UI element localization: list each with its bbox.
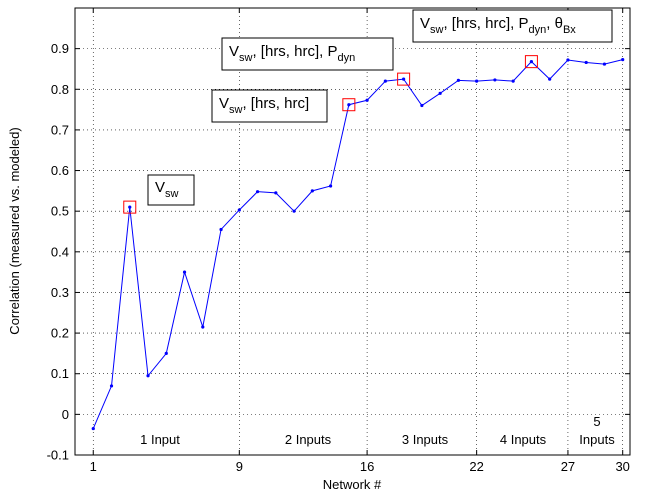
annotation-subscript: sw — [229, 104, 243, 116]
data-point — [529, 60, 534, 64]
highlight-box — [123, 200, 137, 214]
section-label: 5 — [593, 414, 600, 429]
data-point — [274, 191, 278, 195]
data-point — [255, 190, 260, 194]
highlight-box — [397, 72, 411, 86]
annotation-subscript: dyn — [338, 52, 356, 64]
annotation-subscript: sw — [430, 24, 444, 36]
data-point — [292, 209, 296, 213]
data-point — [201, 325, 205, 329]
x-tick-label: 22 — [469, 459, 483, 474]
y-tick-label: 0 — [62, 407, 69, 422]
data-point — [128, 205, 132, 209]
data-point — [475, 79, 479, 83]
data-point — [219, 227, 223, 232]
data-point — [420, 103, 424, 108]
y-tick-label: 0.3 — [51, 285, 69, 300]
highlight-box — [524, 55, 538, 69]
data-point — [237, 208, 241, 212]
data-point — [91, 426, 95, 431]
data-point — [383, 79, 387, 83]
data-point — [347, 103, 351, 107]
y-tick-label: 0.4 — [51, 244, 69, 259]
annotation: Vsw, [hrs, hrc], Pdyn — [229, 43, 355, 64]
y-tick-label: -0.1 — [47, 448, 69, 463]
y-tick-label: 0.7 — [51, 122, 69, 137]
y-tick-label: 0.1 — [51, 366, 69, 381]
annotation-box — [221, 37, 394, 71]
section-label: 1 Input — [140, 432, 180, 447]
data-point — [109, 384, 114, 388]
section-label: 2 Inputs — [285, 432, 332, 447]
annotation-subscript: sw — [239, 52, 253, 64]
data-point — [456, 78, 460, 82]
x-tick-label: 30 — [615, 459, 629, 474]
data-point — [146, 374, 150, 378]
x-axis-label: Network # — [323, 477, 382, 492]
x-tick-label: 27 — [561, 459, 575, 474]
data-point — [566, 58, 570, 62]
annotation-box — [147, 174, 195, 206]
annotation-text: , [hrs, hrc], P — [252, 43, 337, 60]
highlight-box — [342, 98, 356, 112]
annotation: Vsw, [hrs, hrc] — [219, 95, 309, 116]
annotation-subscript: Bx — [563, 24, 576, 36]
annotation-text: V — [219, 95, 229, 112]
annotation-text: , [hrs, hrc] — [242, 95, 309, 112]
data-point — [584, 60, 588, 65]
annotation-subscript: dyn — [529, 24, 547, 36]
annotation: Vsw — [155, 179, 179, 200]
x-tick-label: 9 — [236, 459, 243, 474]
annotation-text: V — [155, 179, 165, 196]
data-point — [602, 62, 607, 66]
data-point — [402, 77, 406, 81]
data-point — [511, 79, 515, 83]
y-tick-label: 0.5 — [51, 204, 69, 219]
annotation-box — [211, 89, 328, 123]
x-tick-label: 16 — [360, 459, 374, 474]
plot-frame — [74, 7, 631, 456]
section-label: Inputs — [579, 432, 615, 447]
annotation: Vsw, [hrs, hrc], Pdyn, θBx — [420, 15, 576, 36]
data-point — [365, 98, 369, 102]
data-point — [310, 189, 314, 193]
y-tick-label: 0.9 — [51, 41, 69, 56]
annotation-text: V — [420, 15, 430, 32]
section-label: 4 Inputs — [500, 432, 547, 447]
data-line — [92, 59, 623, 429]
annotation-text: , [hrs, hrc], P — [443, 15, 528, 32]
y-axis-label: Correlation (measured vs. modeled) — [7, 127, 22, 334]
annotation-text: V — [229, 43, 239, 60]
y-tick-label: 0.6 — [51, 163, 69, 178]
annotation-box — [412, 9, 613, 43]
annotation-text: , θ — [546, 15, 563, 32]
data-point — [438, 91, 442, 95]
data-point — [493, 78, 497, 82]
data-point — [548, 77, 552, 81]
x-tick-label: 1 — [90, 459, 97, 474]
y-tick-label: 0.2 — [51, 326, 69, 341]
data-point — [182, 270, 187, 274]
data-point — [328, 184, 333, 188]
data-point — [621, 58, 625, 62]
y-tick-label: 0.8 — [51, 82, 69, 97]
annotation-subscript: sw — [165, 188, 179, 200]
data-point — [164, 351, 168, 356]
section-label: 3 Inputs — [402, 432, 449, 447]
